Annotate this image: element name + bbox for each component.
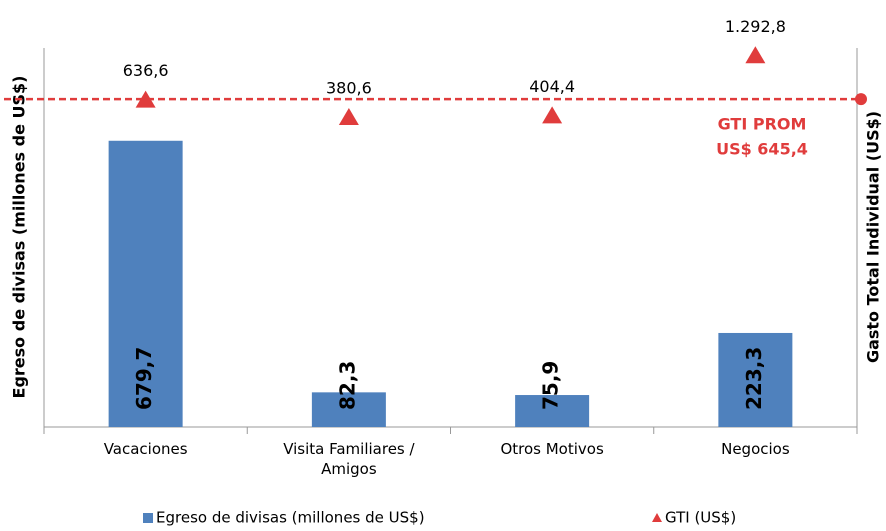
bar-label: 75,9 <box>539 361 563 410</box>
point-label: 636,6 <box>123 61 169 80</box>
legend-label: GTI (US$) <box>665 509 736 527</box>
legend-swatch <box>143 513 153 523</box>
legend-label: Egreso de divisas (millones de US$) <box>156 509 425 527</box>
bar <box>311 392 386 427</box>
triangle-marker <box>135 90 156 108</box>
bar <box>718 332 793 427</box>
bar <box>515 395 590 427</box>
bar <box>108 140 183 427</box>
reference-line-end <box>855 93 867 106</box>
point-label: 380,6 <box>326 78 372 97</box>
point-label: 404,4 <box>529 77 575 96</box>
bar-label: 679,7 <box>132 347 156 410</box>
triangle-marker <box>338 107 359 125</box>
y2-axis-title: Gasto Total Individual (US$) <box>864 111 883 363</box>
x-tick-label: Negocios <box>721 440 790 458</box>
reference-line-label: US$ 645,4 <box>716 140 808 159</box>
bar-label: 82,3 <box>335 361 359 410</box>
x-tick-label: Vacaciones <box>103 440 188 458</box>
legend-swatch <box>652 513 662 522</box>
triangle-marker <box>745 46 766 64</box>
y-axis-title: Egreso de divisas (millones de US$) <box>10 76 29 399</box>
x-tick-label: Otros Motivos <box>500 440 604 458</box>
x-tick-label: Visita Familiares / Amigos <box>283 440 415 478</box>
point-label: 1.292,8 <box>725 17 786 36</box>
triangle-marker <box>542 106 563 124</box>
bar-label: 223,3 <box>742 347 766 410</box>
reference-line-name: GTI PROM <box>718 115 807 134</box>
